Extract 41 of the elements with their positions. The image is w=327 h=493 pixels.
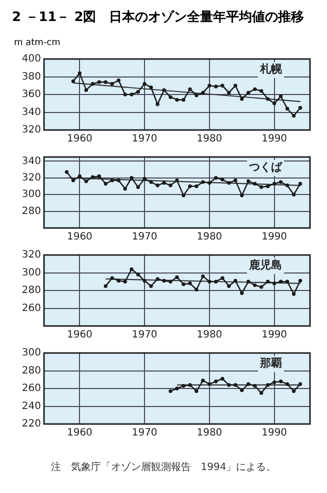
x-tick-label: 1970 [132, 232, 158, 243]
y-tick-label: 240 [22, 400, 41, 412]
x-tick-label: 1970 [132, 428, 158, 439]
y-tick-label: 260 [22, 383, 41, 394]
x-tick-label: 1960 [66, 428, 92, 439]
y-tick-label: 300 [22, 348, 41, 359]
chart-subtitle: 札幌 [259, 62, 283, 76]
y-tick-label: 360 [22, 89, 41, 100]
x-tick-label: 1960 [66, 134, 92, 145]
x-tick-label: 1980 [196, 428, 222, 439]
chart-subtitle: 那覇 [259, 356, 282, 370]
x-tick-label: 1980 [196, 134, 222, 145]
y-tick-label: 340 [22, 156, 41, 167]
chart-title: 2 －11－ 2図 日本のオゾン全量年平均値の推移 [11, 9, 306, 27]
x-tick-label: 1990 [262, 330, 288, 341]
x-tick-label: 1970 [132, 134, 158, 145]
y-tick-label: 280 [22, 365, 41, 376]
y-tick-label: 380 [22, 71, 41, 82]
y-tick-label: 400 [22, 54, 41, 65]
y-tick-label: 300 [22, 267, 41, 278]
y-tick-label: 280 [22, 285, 41, 296]
y-tick-label: 340 [22, 106, 41, 118]
x-tick-label: 1970 [132, 330, 158, 341]
x-tick-label: 1960 [66, 330, 92, 341]
x-tick-label: 1990 [262, 134, 288, 145]
chart-subtitle: 鹿児島 [248, 258, 282, 272]
y-tick-label: 220 [22, 418, 41, 430]
y-tick-label: 320 [22, 172, 41, 184]
y-tick-label: 260 [22, 302, 41, 314]
y-axis-title: m atm-cm [13, 38, 62, 50]
text: 注 気象庁「オゾン層観測報告 1994」による。 [50, 460, 278, 474]
x-tick-label: 1990 [262, 428, 288, 439]
x-tick-label: 1990 [262, 232, 288, 243]
x-tick-label: 1980 [196, 330, 222, 341]
x-tick-label: 1960 [66, 232, 92, 243]
chart-subtitle: つくば [248, 160, 283, 174]
y-tick-label: 320 [22, 124, 41, 136]
y-tick-label: 320 [22, 250, 41, 261]
y-tick-label: 280 [22, 206, 41, 217]
y-tick-label: 300 [22, 189, 41, 200]
x-tick-label: 1980 [196, 232, 222, 243]
